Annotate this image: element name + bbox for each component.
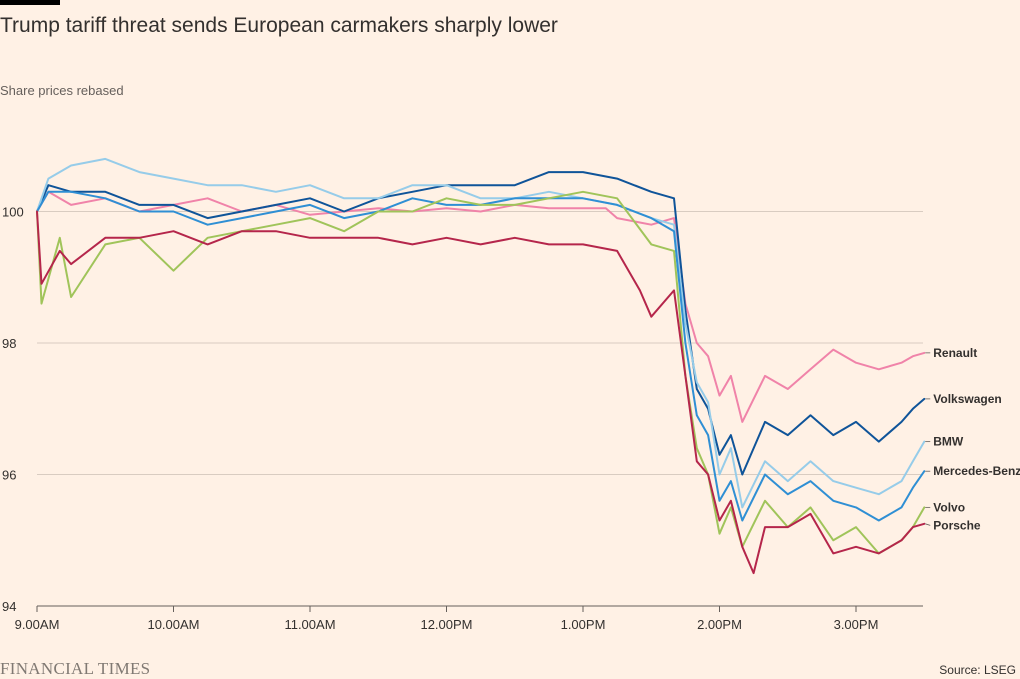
- brand-top-bar: [0, 0, 60, 5]
- label-connector-porsche: [925, 523, 931, 526]
- x-tick-label-1: 10.00AM: [147, 617, 199, 632]
- series-line-volkswagen: [36, 171, 926, 476]
- x-tick-label-0: 9.00AM: [15, 617, 60, 632]
- axes: 94 96 98 100 9.00AM 10.00AM 11.00AM 12.00PM 1.00…: [2, 205, 923, 632]
- series-line-mercedes-benz: [36, 190, 926, 522]
- series-lines: [36, 157, 926, 575]
- ft-logo: FINANCIAL TIMES: [0, 659, 151, 678]
- series-label-bmw: BMW: [933, 435, 964, 449]
- x-tick-label-5: 2.00PM: [697, 617, 742, 632]
- y-tick-label-100: 100: [2, 205, 24, 220]
- series-label-volkswagen: Volkswagen: [933, 392, 1001, 406]
- series-line-volvo: [36, 190, 926, 555]
- y-tick-label-96: 96: [2, 468, 16, 483]
- series-labels: Renault Volkswagen BMW Mercedes-Benz Volvo Po…: [925, 346, 1020, 532]
- series-label-porsche: Porsche: [933, 518, 981, 532]
- gridlines: [37, 211, 923, 475]
- chart-subtitle: Share prices rebased: [0, 83, 124, 98]
- series-line-porsche: [36, 210, 926, 575]
- x-tick-label-6: 3.00PM: [834, 617, 879, 632]
- series-label-mercedes-benz: Mercedes-Benz: [933, 464, 1020, 478]
- x-tick-label-4: 1.00PM: [561, 617, 606, 632]
- chart-title: Trump tariff threat sends European carma…: [0, 14, 558, 37]
- x-tick-label-3: 12.00PM: [420, 617, 472, 632]
- source-note: Source: LSEG: [939, 663, 1016, 677]
- series-line-renault: [36, 190, 926, 423]
- x-tick-label-2: 11.00AM: [284, 617, 335, 632]
- series-label-renault: Renault: [933, 346, 977, 360]
- series-label-volvo: Volvo: [933, 500, 965, 514]
- y-tick-label-94: 94: [2, 599, 16, 614]
- y-tick-label-98: 98: [2, 336, 16, 351]
